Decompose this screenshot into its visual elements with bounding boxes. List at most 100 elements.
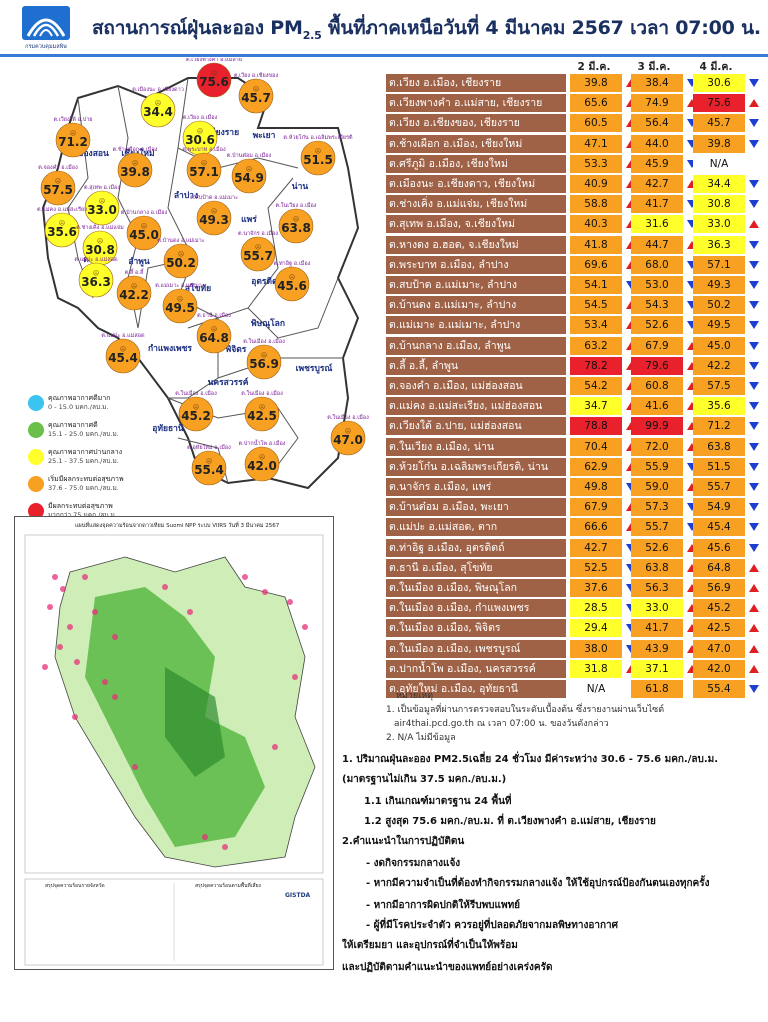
trend-down-icon xyxy=(687,321,697,330)
face-icon: ☹ xyxy=(155,100,161,107)
pm25-value-cell: 55.9 xyxy=(631,457,683,476)
pm25-value-cell: 41.7 xyxy=(631,619,683,638)
trend-down-icon xyxy=(749,240,759,249)
station-name: ต.แม่คง อ.แม่สะเรียง, แม่ฮ่องสอน xyxy=(386,397,566,416)
table-row: ต.หางดง อ.ฮอด, จ.เชียงใหม่ 41.8 44.7 36.3 xyxy=(386,235,760,255)
pm25-value-cell: 57.3 xyxy=(631,498,683,517)
station-marker: ☹33.0 ต.สุเทพ อ.เมือง xyxy=(84,184,120,226)
station-name: ต.สุเทพ อ.เมือง, จ.เชียงใหม่ xyxy=(386,215,566,234)
col-header-day2: 3 มี.ค. xyxy=(637,61,671,73)
hotspot-dot xyxy=(92,609,98,615)
station-value: 30.6 xyxy=(185,133,215,147)
face-icon: ☹ xyxy=(99,198,105,205)
station-name: ต.ในเมือง อ.เมือง, พิจิตร xyxy=(386,619,566,638)
pm25-value-cell: 31.8 xyxy=(570,659,622,678)
station-markers: ☹75.6ต.เวียงพางคำ อ.แม่สาย☹45.7ต.เวียง อ… xyxy=(37,56,369,486)
trend-down-icon xyxy=(687,301,697,310)
station-label: ต.ในเวียง อ.เมือง xyxy=(276,202,317,209)
station-name: ต.พระบาท อ.เมือง, ลำปาง xyxy=(386,255,566,274)
legend-range: มากกว่า 75 มคก./ลบ.ม. xyxy=(48,511,117,519)
station-value: 57.5 xyxy=(43,183,73,197)
station-marker: ☹42.0 ต.ปากน้ำโพ อ.เมือง xyxy=(239,439,286,482)
station-label: ต.ท่าอิฐ อ.เมือง xyxy=(274,260,311,267)
trend-down-icon xyxy=(749,321,759,330)
station-value: 55.7 xyxy=(243,249,273,263)
trend-up-icon xyxy=(687,543,697,552)
station-name: ต.บ้านต๋อม อ.เมือง, พะเยา xyxy=(386,498,566,517)
hotspot-dot xyxy=(57,644,63,650)
hotspot-satellite-map: แผนที่แสดงจุดความร้อนจากดาวเทียม Suomi N… xyxy=(14,516,334,970)
table-row: ต.เมืองนะ อ.เชียงดาว, เชียงใหม่ 40.9 42.7 3… xyxy=(386,175,760,194)
pm25-value-cell: 54.9 xyxy=(693,498,745,517)
trend-down-icon xyxy=(749,361,759,370)
legend-item: คุณภาพอากาศปานกลาง 25.1 - 37.5 มคก./ลบ.ม. xyxy=(28,447,148,477)
station-marker: ☹54.9 ต.บ้านต๋อม อ.เมือง xyxy=(227,152,272,194)
pm25-value-cell: 67.9 xyxy=(570,498,622,517)
pm25-map: เชียงรายแม่ฮ่องสอนเชียงใหม่พะเยาน่านลำปา… xyxy=(18,56,388,519)
station-label: ต.ห้วยโก๋น อ.เฉลิมพระเกียรติ xyxy=(283,133,353,141)
pm25-value-cell: 41.8 xyxy=(570,235,622,254)
pm25-value-cell: 62.9 xyxy=(570,457,622,476)
pm25-value-cell: 71.2 xyxy=(693,417,745,436)
pm25-value-cell: 72.0 xyxy=(631,437,683,456)
station-name: ต.ในเมือง อ.เมือง, กำแพงเพชร xyxy=(386,599,566,618)
pm25-value-cell: 52.5 xyxy=(570,558,622,577)
trend-up-icon xyxy=(687,422,697,431)
pm25-value-cell: 74.9 xyxy=(631,94,683,113)
station-label: ต.นาจักร อ.เมือง xyxy=(238,230,278,237)
province-label: แพร่ xyxy=(241,214,257,225)
province-label: สุโขทัย xyxy=(185,283,211,294)
station-name: ต.ศรีภูมิ อ.เมือง, เชียงใหม่ xyxy=(386,154,566,173)
legend-item: คุณภาพอากาศดีมาก 0 - 15.0 มคก./ลบ.ม. xyxy=(28,393,148,423)
pm25-value-cell: 38.0 xyxy=(570,639,622,658)
pcd-logo-icon: กรมควบคุมมลพิษ xyxy=(22,6,70,50)
face-icon: ☹ xyxy=(206,458,212,465)
hotspot-dots xyxy=(42,574,308,850)
station-value: 64.8 xyxy=(199,331,229,345)
table-row: ต.เวียง อ.เชียงของ, เชียงราย 60.5 56.4 45.7 xyxy=(386,114,760,133)
pm25-value-cell: 75.6 xyxy=(693,94,745,113)
pm25-value-cell: 49.5 xyxy=(693,316,745,335)
trend-up-icon xyxy=(687,341,697,350)
pm25-value-cell: 41.6 xyxy=(631,397,683,416)
station-name: ต.ปากน้ำโพ อ.เมือง, นครสวรรค์ xyxy=(386,659,566,678)
pm25-value-cell: 70.4 xyxy=(570,437,622,456)
summary-line-9: - ผู้ที่มีโรคประจำตัว ควรอยู่ที่ปลอดภัยจ… xyxy=(366,920,618,931)
station-value: 42.5 xyxy=(247,409,277,423)
face-icon: ☹ xyxy=(70,130,76,137)
page-title: สถานการณ์ฝุ่นละออง PM2.5 พื้นที่ภาคเหนือ… xyxy=(92,17,761,42)
face-icon: ☹ xyxy=(211,326,217,333)
station-marker: ☹30.8 ต.ช่างเคิ่ง อ.แม่แจ่ม xyxy=(76,223,124,266)
station-name: ต.บ้านดง อ.แม่เมาะ, ลำปาง xyxy=(386,296,566,315)
station-label: ต.สุเทพ อ.เมือง xyxy=(84,184,120,191)
trend-down-icon xyxy=(749,260,759,269)
station-name: ต.ลี้ อ.ลี้, ลำพูน xyxy=(386,356,566,375)
station-name: ต.บ้านกลาง อ.เมือง, ลำพูน xyxy=(386,336,566,355)
legend-title: คุณภาพอากาศปานกลาง xyxy=(48,448,123,456)
pm25-value-cell: 45.6 xyxy=(693,538,745,557)
face-icon: ☹ xyxy=(59,220,65,227)
pm25-value-cell: 60.5 xyxy=(570,114,622,133)
station-label: ต.แม่คง อ.แม่สะเรียง xyxy=(37,206,87,213)
legend-swatch xyxy=(28,422,44,438)
satellite-title: แผนที่แสดงจุดความร้อนจากดาวเทียม Suomi N… xyxy=(75,523,280,529)
hotspot-dot xyxy=(187,609,193,615)
pm25-value-cell: 57.1 xyxy=(693,255,745,274)
pm25-value-cell: 42.0 xyxy=(693,659,745,678)
station-marker: ☹56.9 ต.ในเมือง อ.เมือง xyxy=(243,338,285,380)
station-value: 42.0 xyxy=(247,459,277,473)
pm25-value-cell: 68.0 xyxy=(631,255,683,274)
table-row: ต.ปากน้ำโพ อ.เมือง, นครสวรรค์ 31.8 37.1 42.… xyxy=(386,659,760,679)
pm25-value-cell: 29.4 xyxy=(570,619,622,638)
pm25-value-cell: 42.5 xyxy=(693,619,745,638)
pm25-value-cell: 37.1 xyxy=(631,659,683,678)
table-row: ต.ช้างเผือก อ.เมือง, เชียงใหม่ 47.1 44.0 39… xyxy=(386,134,760,154)
station-name: ต.ในเวียง อ.เมือง, น่าน xyxy=(386,437,566,456)
pm25-value-cell: 35.6 xyxy=(693,397,745,416)
pm25-value-cell: 66.6 xyxy=(570,518,622,537)
station-marker: ☹45.6 ต.ท่าอิฐ อ.เมือง xyxy=(274,260,311,302)
table-row: ต.ศรีภูมิ อ.เมือง, เชียงใหม่ 53.3 45.9 N/A xyxy=(386,154,760,174)
face-icon: ☹ xyxy=(120,346,126,353)
station-label: ต.เวียง อ.เมือง xyxy=(183,114,218,121)
col-header-day3: 4 มี.ค. xyxy=(699,61,733,73)
